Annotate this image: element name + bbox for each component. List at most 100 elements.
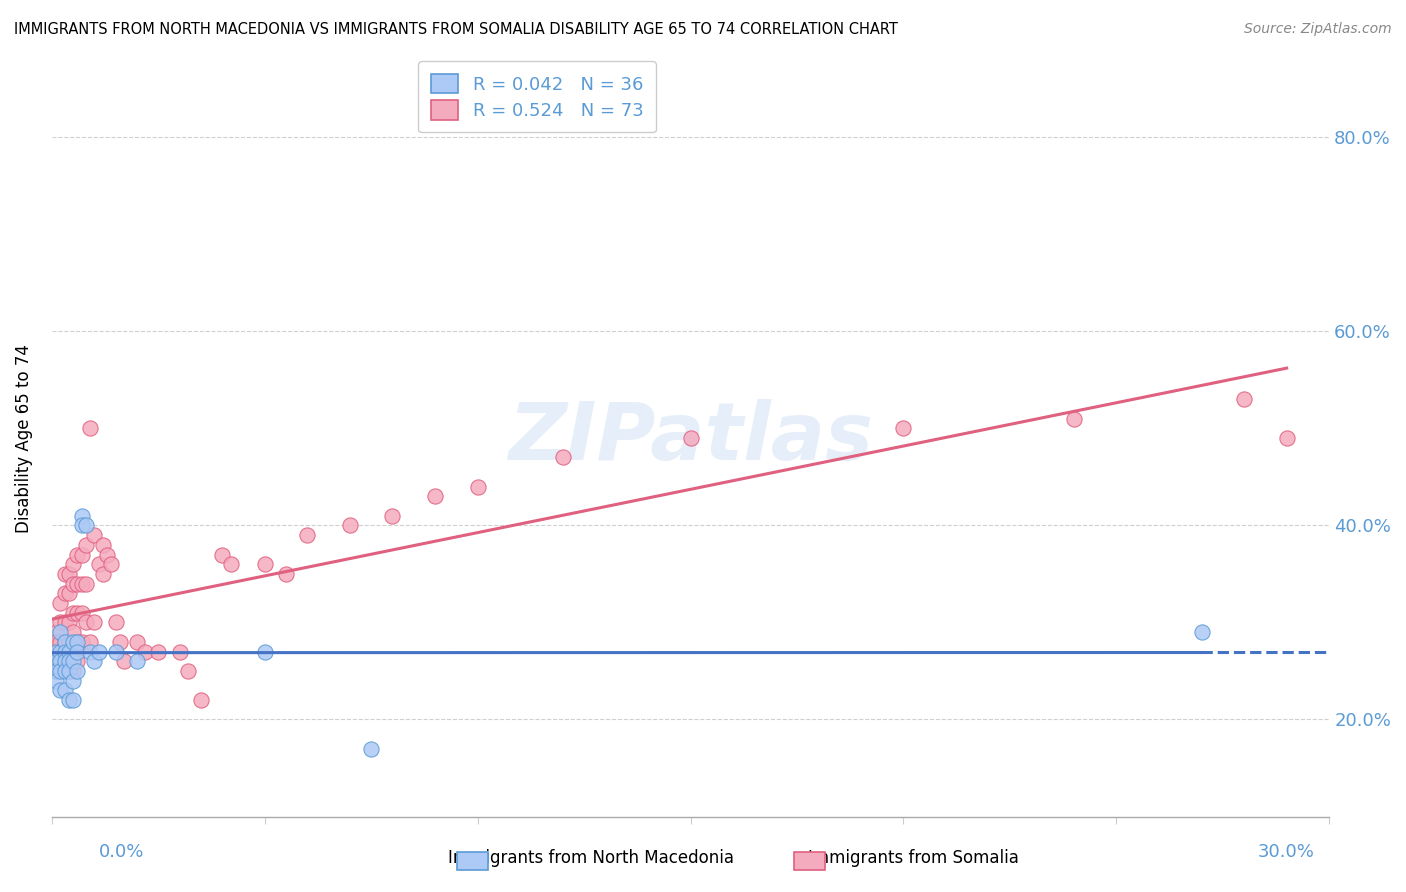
Point <box>58 644 80 658</box>
Point <box>62 558 84 572</box>
Point <box>1063 411 1085 425</box>
Point <box>70 606 93 620</box>
Point <box>49 625 72 640</box>
Point <box>679 431 702 445</box>
Point <box>62 644 84 658</box>
Text: Immigrants from Somalia: Immigrants from Somalia <box>808 849 1019 867</box>
Point <box>45 625 67 640</box>
Point <box>66 576 89 591</box>
Point <box>66 606 89 620</box>
Point <box>62 635 84 649</box>
Point <box>58 664 80 678</box>
Point <box>1275 431 1298 445</box>
Point <box>53 644 76 658</box>
Point <box>91 566 114 581</box>
Point <box>169 644 191 658</box>
Point <box>45 664 67 678</box>
Point <box>53 644 76 658</box>
Point <box>58 566 80 581</box>
Point <box>45 654 67 668</box>
Point <box>58 635 80 649</box>
Point <box>62 654 84 668</box>
Point <box>49 635 72 649</box>
Point <box>53 635 76 649</box>
Point <box>75 615 97 630</box>
Point <box>112 654 135 668</box>
Point <box>125 635 148 649</box>
Point <box>62 693 84 707</box>
Point <box>49 615 72 630</box>
Point <box>45 664 67 678</box>
Point <box>53 683 76 698</box>
Point <box>62 673 84 688</box>
Point <box>53 586 76 600</box>
Point <box>87 644 110 658</box>
Point <box>70 635 93 649</box>
Point <box>104 644 127 658</box>
Point <box>75 538 97 552</box>
Point <box>148 644 170 658</box>
Point <box>45 644 67 658</box>
Point <box>83 615 105 630</box>
Point <box>467 480 489 494</box>
Point <box>79 644 101 658</box>
Point <box>91 538 114 552</box>
Point <box>190 693 212 707</box>
Point <box>58 693 80 707</box>
Point <box>1191 625 1213 640</box>
Point <box>62 576 84 591</box>
Point <box>53 654 76 668</box>
Point <box>381 508 404 523</box>
Point <box>45 644 67 658</box>
Point <box>253 644 276 658</box>
Point <box>360 741 382 756</box>
Point <box>211 548 233 562</box>
Point <box>66 635 89 649</box>
Text: 30.0%: 30.0% <box>1258 843 1315 861</box>
Point <box>53 664 76 678</box>
Point <box>83 654 105 668</box>
Text: IMMIGRANTS FROM NORTH MACEDONIA VS IMMIGRANTS FROM SOMALIA DISABILITY AGE 65 TO : IMMIGRANTS FROM NORTH MACEDONIA VS IMMIG… <box>14 22 898 37</box>
Point <box>49 683 72 698</box>
Point <box>58 654 80 668</box>
Point <box>62 606 84 620</box>
Point <box>45 654 67 668</box>
Point <box>1233 392 1256 407</box>
Point <box>66 548 89 562</box>
Point <box>108 635 131 649</box>
Point <box>87 558 110 572</box>
Point <box>49 644 72 658</box>
Point <box>274 566 297 581</box>
Point <box>53 654 76 668</box>
Point <box>79 635 101 649</box>
Point <box>100 558 122 572</box>
Point <box>177 664 200 678</box>
Text: 0.0%: 0.0% <box>98 843 143 861</box>
Point <box>58 615 80 630</box>
Point <box>58 664 80 678</box>
Point <box>53 615 76 630</box>
Point <box>423 489 446 503</box>
Point <box>79 421 101 435</box>
Point <box>45 635 67 649</box>
Point <box>53 566 76 581</box>
Point <box>49 664 72 678</box>
Point <box>45 673 67 688</box>
Point <box>70 576 93 591</box>
Text: Source: ZipAtlas.com: Source: ZipAtlas.com <box>1244 22 1392 37</box>
Text: ZIPatlas: ZIPatlas <box>508 399 873 477</box>
Point <box>297 528 319 542</box>
Point <box>49 644 72 658</box>
Y-axis label: Disability Age 65 to 74: Disability Age 65 to 74 <box>15 343 32 533</box>
Point <box>70 548 93 562</box>
Point <box>134 644 156 658</box>
Text: Immigrants from North Macedonia: Immigrants from North Macedonia <box>447 849 734 867</box>
Point <box>70 508 93 523</box>
Point <box>53 635 76 649</box>
Point <box>66 664 89 678</box>
Point <box>96 548 118 562</box>
Point <box>70 518 93 533</box>
Point <box>125 654 148 668</box>
Point <box>49 654 72 668</box>
Point <box>58 644 80 658</box>
